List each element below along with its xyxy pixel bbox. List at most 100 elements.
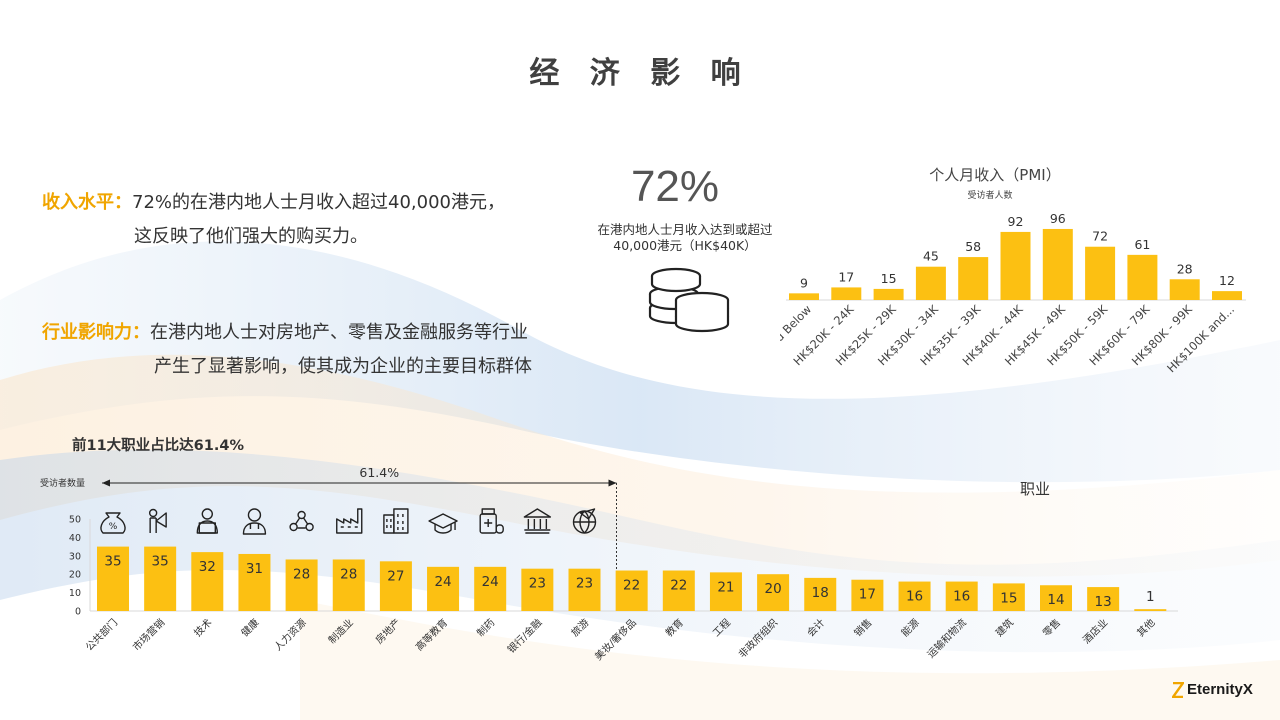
occupation-bar-chart: 0 10 20 30 40 50 61.4% 35 公共部门 35 市场营销 32 技术 31 健康 28 人力…	[69, 465, 1178, 663]
occupation-category-label: 运输和物流	[924, 616, 969, 661]
income-bar	[831, 287, 862, 300]
occupation-bar	[898, 581, 931, 611]
eternityx-logo-icon	[1172, 681, 1184, 698]
occupation-bar	[285, 559, 318, 611]
occupation-category-label: 酒店业	[1080, 616, 1110, 646]
span-label: 61.4%	[359, 465, 399, 480]
occupation-heading: 前11大职业占比达61.4%	[72, 438, 244, 454]
occupation-chart-title: 职业	[1020, 480, 1051, 498]
occupation-bar-value: 14	[1047, 592, 1064, 608]
income-chart-subtitle: 受访者人数	[967, 191, 1013, 201]
occupation-category-label: 市场营销	[130, 616, 167, 653]
occupation-category-label: 银行/金融	[505, 616, 545, 656]
income-bar-value: 9	[800, 275, 808, 290]
occupation-bar	[144, 546, 177, 611]
occupation-bar-value: 21	[717, 579, 734, 595]
occupation-bar-value: 23	[529, 576, 546, 592]
income-bar	[789, 293, 819, 300]
occupation-category-label: 零售	[1040, 616, 1063, 639]
income-bar	[1000, 231, 1031, 300]
graduation-cap-icon	[428, 513, 458, 534]
occupation-bar-value: 18	[812, 585, 829, 601]
income-bar-value: 15	[881, 271, 897, 286]
span-arrow-left-head	[102, 479, 110, 487]
income-line2: 这反映了他们强大的购买力。	[134, 226, 368, 247]
occupation-y-tick: 40	[69, 533, 81, 544]
occupation-category-label: 教育	[663, 616, 686, 639]
occupation-category-label: 建筑	[993, 616, 1016, 639]
occupation-category-label: 其他	[1134, 616, 1157, 639]
income-bar	[1169, 279, 1200, 300]
occupation-bar	[709, 572, 742, 611]
occupation-y-tick: 20	[69, 570, 81, 581]
income-bar-value: 17	[838, 269, 854, 284]
occupation-bar	[1087, 587, 1120, 611]
occupation-category-label: 非政府组织	[736, 616, 781, 661]
income-bar	[873, 288, 904, 300]
occupation-bar-value: 28	[293, 566, 310, 582]
people-network-icon	[289, 510, 314, 532]
income-bar-value: 45	[923, 249, 939, 264]
occupation-y-tick: 10	[69, 588, 81, 599]
occupation-bar-value: 16	[953, 589, 970, 605]
page-title: 经 济 影 响	[529, 56, 751, 91]
occupation-category-label: 销售	[851, 616, 874, 639]
industry-line1: 在港内地人士对房地产、零售及金融服务等行业	[150, 322, 528, 343]
highlight-value: 72%	[630, 162, 720, 211]
highlight-desc-line1: 在港内地人士月收入达到或超过	[597, 222, 773, 237]
occupation-bar-value: 24	[482, 574, 499, 590]
occupation-bar	[238, 553, 271, 611]
occupation-bar-value: 20	[765, 581, 782, 597]
occupation-bar-value: 23	[576, 576, 593, 592]
occupation-bar-value: 35	[152, 554, 169, 570]
brand-logo-text: EternityX	[1187, 681, 1253, 698]
income-paragraph: 收入水平：72%的在港内地人士月收入超过40,000港元， 这反映了他们强大的购…	[42, 186, 562, 254]
income-label: 收入水平：	[42, 192, 132, 213]
occupation-bar	[379, 561, 412, 611]
occupation-bar-value: 32	[199, 559, 216, 575]
occupation-bar-value: 22	[623, 578, 640, 594]
occupation-bar	[851, 579, 884, 611]
occupation-bar-value: 16	[906, 589, 923, 605]
occupation-category-label: 工程	[710, 617, 733, 640]
occupation-bar	[474, 566, 507, 611]
highlight-desc-line2: 40,000港元（HK$40K）	[613, 238, 757, 253]
occupation-bar-value: 15	[1000, 590, 1017, 606]
occupation-category-label: 制药	[474, 616, 497, 639]
occupation-category-label: 高等教育	[413, 616, 450, 653]
occupation-y-tick: 0	[75, 607, 81, 618]
income-bar-value: 72	[1092, 229, 1108, 244]
occupation-bar-value: 22	[670, 578, 687, 594]
occupation-bar	[97, 546, 129, 611]
occupation-bar	[1040, 585, 1072, 611]
factory-icon	[336, 508, 363, 534]
globe-plane-icon	[572, 508, 597, 534]
occupation-category-label: 旅游	[568, 616, 591, 639]
occupation-bar	[757, 574, 790, 611]
occupation-bar	[804, 577, 837, 611]
occupation-bar-value: 31	[246, 561, 263, 577]
occupation-bar	[427, 566, 460, 611]
income-bar-value: 28	[1177, 261, 1193, 276]
income-bar-value: 12	[1219, 273, 1235, 288]
income-chart-title: 个人月收入（PMI）	[929, 166, 1061, 184]
occupation-category-label: 会计	[804, 616, 827, 639]
highlight-description: 在港内地人士月收入达到或超过 40,000港元（HK$40K）	[580, 222, 790, 254]
occupation-category-label: 健康	[238, 616, 261, 639]
brand-logo: EternityX	[1172, 681, 1253, 698]
occupation-bar	[945, 581, 978, 611]
occupation-category-label: 房地产	[373, 616, 403, 646]
span-arrow-right-head	[608, 479, 617, 487]
income-line1: 72%的在港内地人士月收入超过40,000港元，	[132, 192, 505, 213]
income-bar	[1085, 246, 1116, 300]
occupation-bar	[992, 583, 1025, 611]
occupation-category-label: 人力资源	[271, 616, 308, 653]
occupation-category-label: 制造业	[325, 616, 355, 646]
occupation-bar-value: 1	[1146, 589, 1155, 605]
money-bag-icon: %	[100, 512, 126, 534]
occupation-bar-value: 13	[1095, 594, 1112, 610]
occupation-bar	[615, 570, 648, 611]
occupation-bar	[1134, 609, 1167, 611]
income-bar-value: 92	[1008, 214, 1024, 229]
